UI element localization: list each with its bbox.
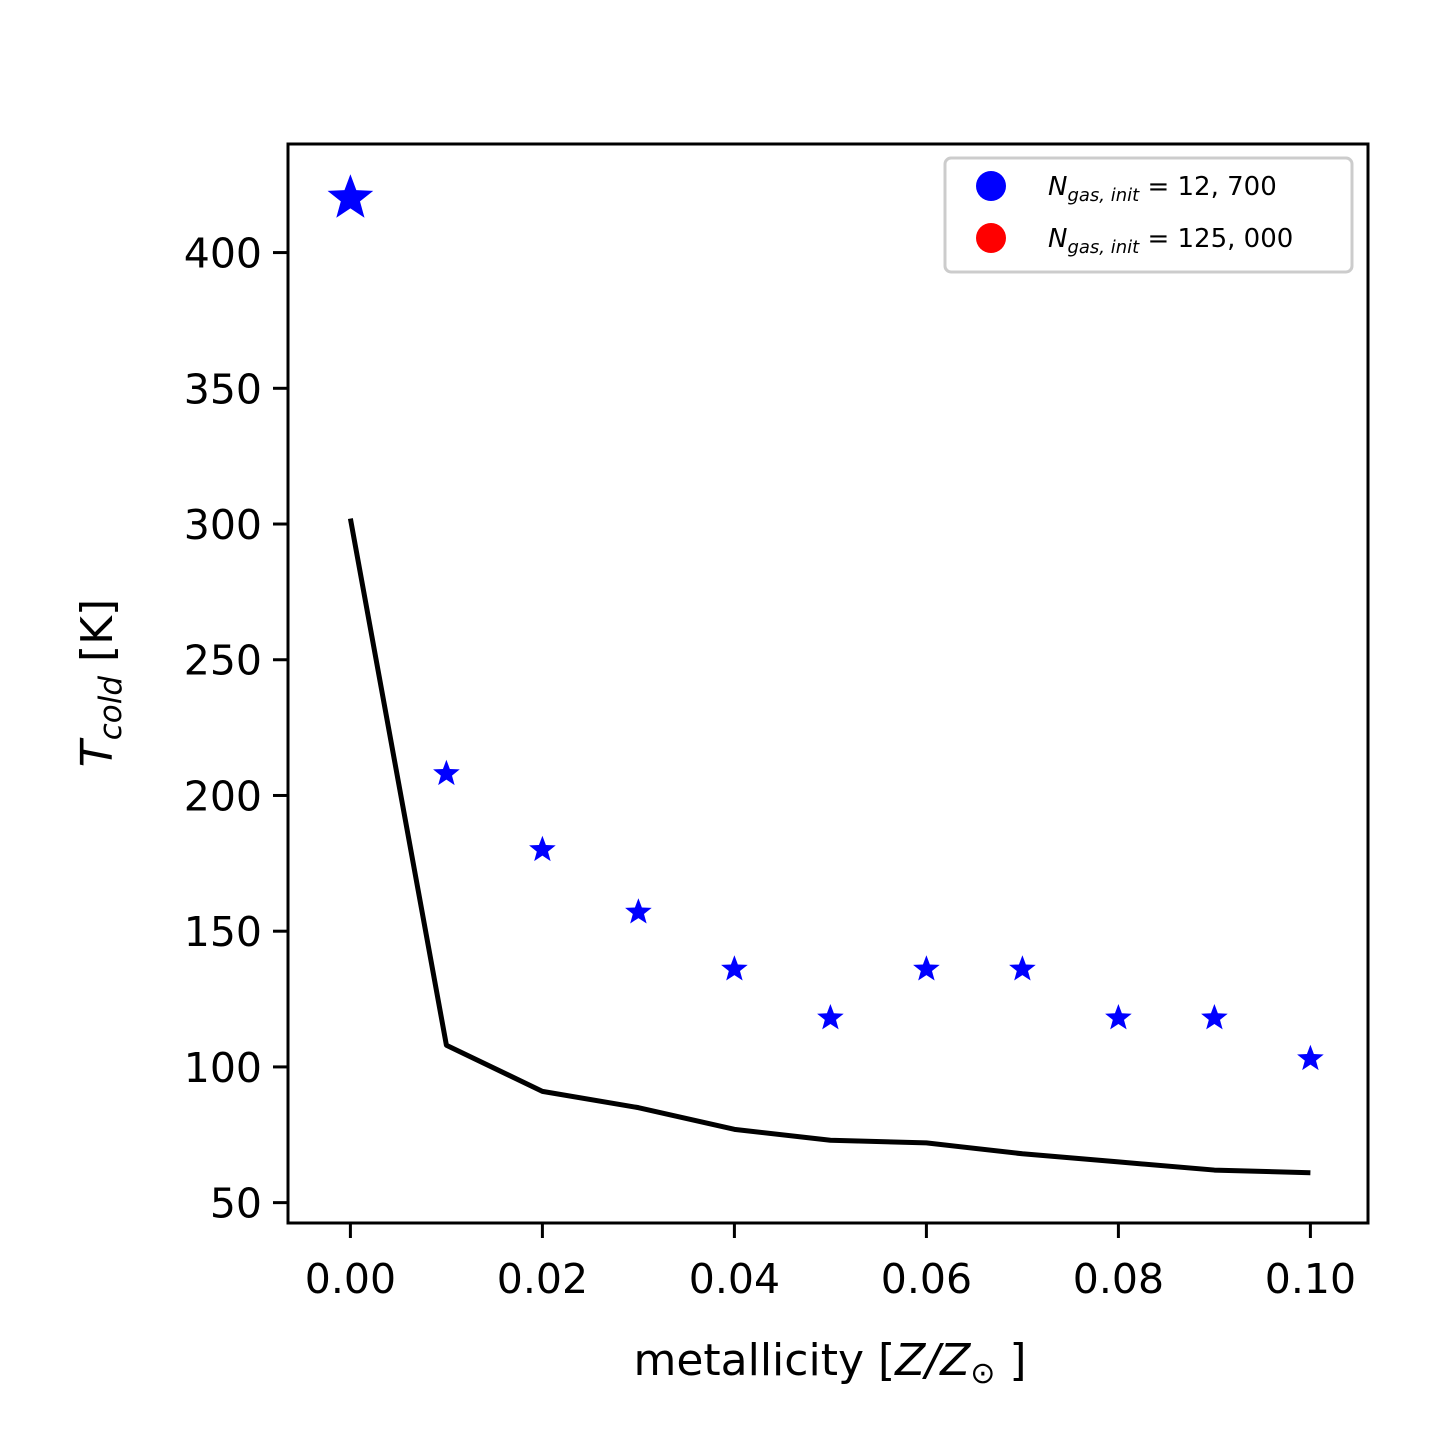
x-tick-label: 0.02 bbox=[497, 1255, 588, 1303]
star-marker bbox=[1009, 955, 1036, 981]
x-tick-label: 0.04 bbox=[689, 1255, 780, 1303]
star-marker bbox=[721, 955, 748, 981]
marker-layer bbox=[327, 174, 1324, 1071]
y-axis-label-suffix: [K] bbox=[72, 599, 123, 676]
legend-label-1-var: N bbox=[1048, 224, 1067, 254]
y-tick-label: 350 bbox=[184, 365, 262, 413]
legend-box bbox=[943, 156, 1354, 274]
star-marker bbox=[1105, 1004, 1132, 1030]
x-tick-label: 0.08 bbox=[1073, 1255, 1164, 1303]
plot-frame bbox=[286, 142, 1370, 1225]
star-marker bbox=[433, 759, 460, 786]
y-tick-label: 150 bbox=[184, 908, 262, 956]
x-tick-label: 0.10 bbox=[1265, 1255, 1356, 1303]
y-tick-label: 100 bbox=[184, 1044, 262, 1092]
x-axis-label: metallicity [Z/Z⊙ ] bbox=[633, 1335, 1026, 1391]
legend-marker-red bbox=[976, 223, 1006, 253]
x-axis-label-suffix: ] bbox=[995, 1335, 1026, 1386]
legend-label-0-sub: gas, init bbox=[1067, 185, 1140, 206]
y-tick-label: 300 bbox=[184, 501, 262, 549]
y-axis-label-sub: cold bbox=[93, 676, 129, 741]
y-tick-label: 250 bbox=[184, 637, 262, 685]
star-marker bbox=[1297, 1044, 1324, 1071]
x-tick-label: 0.00 bbox=[305, 1255, 396, 1303]
line-layer bbox=[347, 518, 1311, 1176]
star-marker bbox=[529, 835, 556, 862]
star-marker bbox=[913, 955, 940, 981]
y-axis-ticks: 50 100 150 200 250 300 350 400 bbox=[184, 230, 288, 1228]
x-axis-label-prefix: metallicity [ bbox=[633, 1335, 895, 1386]
series-line bbox=[347, 518, 1311, 1176]
star-marker bbox=[817, 1004, 844, 1030]
y-tick-label: 400 bbox=[184, 230, 262, 278]
legend-marker-blue bbox=[976, 171, 1006, 201]
y-axis-label: Tcold [K] bbox=[72, 599, 129, 767]
x-axis-label-math: Z/Z bbox=[894, 1335, 971, 1386]
x-tick-label: 0.06 bbox=[881, 1255, 972, 1303]
legend-label-1: Ngas, init = 125, 000 bbox=[1048, 224, 1293, 258]
legend-label-0-var: N bbox=[1048, 172, 1067, 202]
legend-label-0: Ngas, init = 12, 700 bbox=[1048, 172, 1277, 206]
star-marker bbox=[327, 174, 374, 218]
legend-label-1-sub: gas, init bbox=[1067, 237, 1140, 258]
y-tick-label: 200 bbox=[184, 772, 262, 820]
legend-label-1-value: = 125, 000 bbox=[1139, 224, 1293, 254]
x-axis-label-sub: ⊙ bbox=[970, 1356, 995, 1391]
x-axis-ticks: 0.00 0.02 0.04 0.06 0.08 0.10 bbox=[305, 1223, 1356, 1303]
star-marker bbox=[1201, 1004, 1228, 1030]
star-marker bbox=[625, 898, 652, 924]
y-tick-label: 50 bbox=[210, 1180, 262, 1228]
y-axis-label-var: T bbox=[72, 737, 123, 767]
legend-label-0-value: = 12, 700 bbox=[1139, 172, 1277, 202]
legend: Ngas, init = 12, 700 Ngas, init = 125, 0… bbox=[943, 156, 1354, 274]
